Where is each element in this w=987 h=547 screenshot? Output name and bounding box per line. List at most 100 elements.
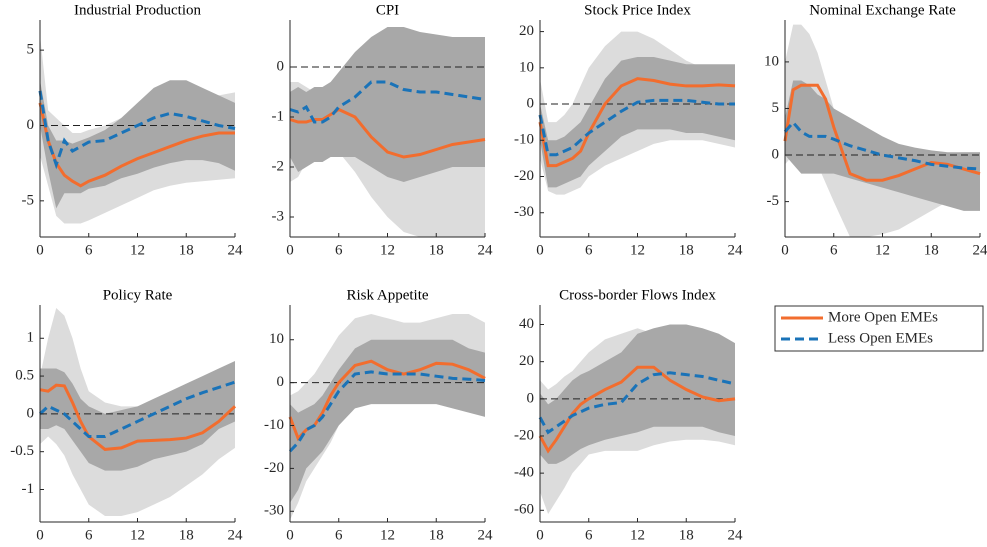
x-tick-label: 24: [478, 527, 494, 543]
confidence-band: [540, 324, 735, 464]
series-line: [783, 120, 981, 171]
x-tick-label: 6: [830, 242, 838, 258]
y-tick-label: -10: [514, 132, 534, 148]
x-tick-label: 18: [179, 527, 194, 543]
y-tick-label: -5: [767, 193, 780, 209]
x-tick-label: 6: [585, 527, 593, 543]
y-tick-label: 0: [527, 95, 535, 111]
y-tick-label: -20: [514, 427, 534, 443]
x-tick-label: 0: [781, 242, 789, 258]
series-line: [39, 383, 237, 451]
subplot-title: Policy Rate: [103, 287, 173, 303]
y-tick-label: -1: [22, 481, 35, 497]
subplot-title: Stock Price Index: [584, 2, 691, 18]
series-line: [38, 102, 235, 188]
y-tick-label: -10: [264, 417, 284, 433]
x-tick-label: 6: [335, 242, 343, 258]
subplot-title: Nominal Exchange Rate: [809, 2, 956, 18]
x-tick-label: 12: [380, 242, 395, 258]
subplot-title: CPI: [376, 2, 399, 18]
series-line: [289, 107, 486, 159]
x-tick-label: 18: [429, 527, 444, 543]
x-tick-label: 12: [130, 527, 145, 543]
x-tick-label: 12: [130, 242, 145, 258]
x-tick-label: 12: [630, 527, 645, 543]
legend-label: Less Open EMEs: [828, 330, 933, 346]
y-tick-label: -30: [264, 503, 284, 519]
x-tick-label: 12: [875, 242, 890, 258]
y-tick-label: -20: [514, 168, 534, 184]
subplot-title: Industrial Production: [74, 2, 202, 18]
x-tick-label: 12: [380, 527, 395, 543]
y-tick-label: 0: [527, 390, 535, 406]
x-tick-label: 24: [478, 242, 494, 258]
x-tick-label: 12: [630, 242, 645, 258]
x-tick-label: 6: [585, 242, 593, 258]
y-tick-label: 0: [27, 405, 35, 421]
series-line: [38, 380, 236, 439]
y-tick-label: 20: [519, 23, 534, 39]
y-tick-label: -60: [514, 502, 534, 518]
series-line: [538, 77, 736, 168]
y-tick-label: -0.5: [10, 443, 34, 459]
subplot-title: Risk Appetite: [346, 287, 428, 303]
x-tick-label: 6: [335, 527, 343, 543]
legend: More Open EMEs Less Open EMEs: [774, 305, 984, 352]
y-tick-label: 0.5: [15, 368, 34, 384]
y-tick-label: 10: [519, 59, 534, 75]
y-tick-label: 5: [27, 42, 35, 58]
x-tick-label: 24: [728, 527, 744, 543]
y-tick-label: -40: [514, 465, 534, 481]
y-tick-label: -3: [272, 208, 285, 224]
x-tick-label: 18: [679, 527, 694, 543]
subplot: -3 -2 -1 0 0 6 12 18 24 CPI: [272, 2, 494, 258]
series-line: [538, 98, 735, 157]
confidence-band: [540, 56, 735, 188]
subplot: -5 0 5 10 0 6 12 18 24 Nominal Exchange Rate: [764, 2, 987, 258]
x-tick-label: 6: [85, 242, 93, 258]
y-tick-label: 0: [772, 146, 780, 162]
subplot: -30 -20 -10 0 10 0 6 12 18 24 Risk Appetite: [264, 287, 493, 543]
y-tick-label: 40: [519, 316, 534, 332]
y-tick-label: 20: [519, 353, 534, 369]
y-tick-label: 0: [27, 117, 35, 133]
confidence-band: [40, 360, 235, 471]
y-tick-label: 0: [277, 58, 285, 74]
x-tick-label: 0: [536, 242, 544, 258]
y-tick-label: -20: [264, 460, 284, 476]
y-tick-label: -5: [22, 192, 35, 208]
x-tick-label: 18: [679, 242, 694, 258]
legend-box: [774, 305, 984, 352]
x-tick-label: 18: [924, 242, 939, 258]
y-tick-label: -2: [272, 158, 285, 174]
x-tick-label: 6: [85, 527, 93, 543]
y-tick-label: -1: [272, 108, 285, 124]
x-tick-label: 24: [228, 242, 244, 258]
y-tick-label: 10: [269, 331, 284, 347]
x-tick-label: 0: [286, 527, 294, 543]
y-tick-label: 1: [27, 330, 35, 346]
x-tick-label: 24: [228, 527, 244, 543]
series-line: [783, 83, 981, 182]
confidence-band: [40, 80, 235, 209]
confidence-band: [785, 80, 980, 211]
x-tick-label: 24: [728, 242, 744, 258]
y-tick-label: 10: [764, 53, 779, 69]
y-tick-label: 5: [772, 100, 780, 116]
x-tick-label: 18: [429, 242, 444, 258]
legend-label: More Open EMEs: [828, 309, 938, 325]
y-tick-label: 0: [277, 374, 285, 390]
subplot-title: Cross-border Flows Index: [559, 287, 716, 303]
x-tick-label: 0: [286, 242, 294, 258]
subplot: -60 -40 -20 0 20 40 0 6 12 18 24 Cross-border Flows…: [514, 287, 743, 543]
series-line: [538, 371, 736, 435]
series-line: [538, 365, 736, 454]
subplot: -1 -0.5 0 0.5 1 0 6 12 18 24 Policy Rate: [10, 287, 243, 543]
series-line: [288, 370, 486, 453]
x-tick-label: 0: [36, 242, 44, 258]
x-tick-label: 18: [179, 242, 194, 258]
y-tick-label: -30: [514, 204, 534, 220]
x-tick-label: 0: [536, 527, 544, 543]
series-line: [38, 90, 236, 170]
